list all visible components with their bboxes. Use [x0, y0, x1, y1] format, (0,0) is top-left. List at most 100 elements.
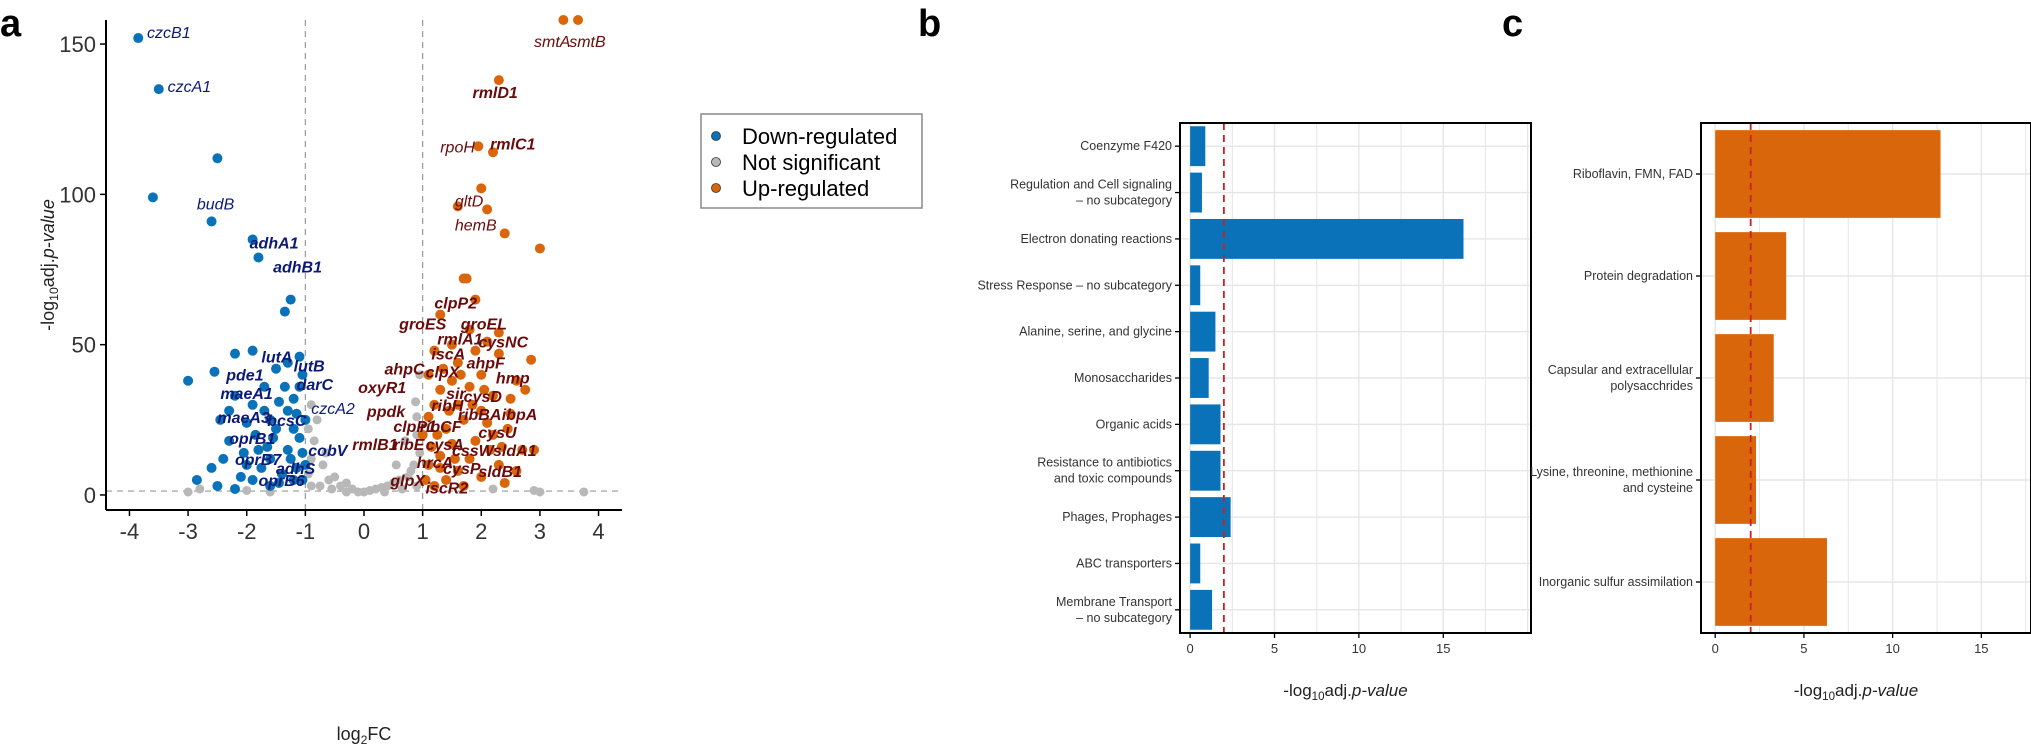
gene-label-czcA2: czcA2 — [311, 401, 355, 418]
gene-label-rmlB1: rmlB1 — [352, 437, 397, 454]
panel-b-x-axis-title-pre: -log — [1283, 681, 1311, 700]
x-tick-label-2: 2 — [475, 519, 487, 544]
gene-label-cobV: cobV — [308, 443, 348, 460]
point-down-28 — [236, 472, 246, 482]
y-axis-title-pre: -log — [38, 301, 58, 331]
point-down-55 — [218, 454, 228, 464]
panel-b-bar-1 — [1190, 173, 1202, 213]
gene-label-cssW: cssW — [452, 443, 496, 460]
x-tick-label--2: -2 — [237, 519, 257, 544]
gene-label-iscA: iscA — [431, 347, 465, 364]
point-up-8 — [500, 228, 510, 238]
legend-label-up: Up-regulated — [742, 176, 869, 201]
panel-c-category-label-0-line-0: Riboflavin, FMN, FAD — [1573, 167, 1693, 181]
panel-b-bar-10 — [1190, 590, 1212, 630]
point-ns-31 — [380, 487, 389, 496]
panel-b-category-label-10-line-0: Membrane Transport — [1056, 595, 1173, 609]
panel-b-category-label-8-line-0: Phages, Prophages — [1062, 510, 1172, 524]
point-down-2 — [212, 153, 222, 163]
gene-label-clpP2: clpP2 — [434, 296, 477, 313]
gene-label-iscR2: iscR2 — [426, 480, 469, 497]
x-axis-title: log2FC — [337, 724, 392, 746]
point-ns-34 — [579, 487, 588, 496]
legend-marker-up — [712, 184, 721, 193]
gene-label-rpoH: rpoH — [440, 139, 475, 156]
panel-b-category-label-7-line-0: Resistance to antibiotics — [1037, 456, 1172, 470]
point-down-8 — [280, 307, 290, 317]
panel-b-x-tick-label-10: 10 — [1352, 641, 1366, 656]
point-down-12 — [248, 346, 258, 356]
gene-label-adhA1: adhA1 — [250, 235, 299, 252]
point-ns-29 — [327, 484, 336, 493]
panel-b-category-label-0: Coenzyme F420 — [1080, 139, 1172, 153]
gene-label-sldA1: sldA1 — [493, 443, 537, 460]
gene-label-lutA: lutA — [261, 350, 292, 367]
point-ns-19 — [318, 460, 327, 469]
point-down-9 — [230, 349, 240, 359]
gene-label-smtA: smtA — [534, 34, 570, 51]
panel-c-category-label-2-line-0: Capsular and extracellular — [1548, 363, 1693, 377]
panel-letter-a: a — [0, 3, 22, 45]
point-ns-32 — [489, 484, 498, 493]
legend-label-down: Down-regulated — [742, 124, 897, 149]
gene-label-gltD: gltD — [455, 193, 484, 210]
point-down-38 — [248, 475, 258, 485]
point-up-28 — [435, 385, 445, 395]
gene-label-rmlD1: rmlD1 — [472, 85, 517, 102]
point-down-22 — [192, 475, 202, 485]
panel-c-category-label-4-line-0: Inorganic sulfur assimilation — [1539, 575, 1693, 589]
panel-b-category-label-3-line-0: Stress Response – no subcategory — [977, 278, 1172, 292]
point-down-10 — [209, 367, 219, 377]
point-up-2 — [494, 75, 504, 85]
y-tick-label-50: 50 — [72, 333, 96, 358]
point-down-0 — [133, 33, 143, 43]
gene-label-rmlC1: rmlC1 — [490, 136, 535, 153]
gene-label-hmp: hmp — [496, 371, 530, 388]
panel-c-category-label-3: Lysine, threonine, methionine and cystein… — [1530, 465, 1693, 495]
panel-c-category-label-3-line-0: Lysine, threonine, methionine — [1530, 465, 1693, 479]
gene-label-adhB1: adhB1 — [273, 260, 322, 277]
panel-b-bar-9 — [1190, 544, 1200, 584]
point-down-7 — [286, 295, 296, 305]
gene-label-cysU: cysU — [478, 425, 517, 442]
panel-b-category-label-5: Monosaccharides — [1074, 371, 1172, 385]
gene-label-ribBA: ribBA — [458, 407, 502, 424]
point-up-7 — [482, 204, 492, 214]
gene-label-pde1: pde1 — [225, 368, 263, 385]
point-down-19 — [274, 397, 284, 407]
x-axis-title-main: log — [337, 724, 361, 744]
panel-c-category-label-1: Protein degradation — [1584, 269, 1693, 283]
panel-letter-c: c — [1502, 3, 1523, 45]
gene-label-bcsC: bcsC — [267, 413, 307, 430]
x-tick-label--4: -4 — [120, 519, 140, 544]
panel-b-bar-2 — [1190, 219, 1463, 259]
gene-label-ribE: ribE — [393, 437, 425, 454]
gene-label-smtB: smtB — [569, 34, 606, 51]
point-ns-30 — [342, 487, 351, 496]
x-tick-label--3: -3 — [178, 519, 198, 544]
point-down-25 — [295, 433, 305, 443]
point-up-1 — [573, 15, 583, 25]
legend-marker-down — [712, 132, 721, 141]
x-tick-label-3: 3 — [534, 519, 546, 544]
gene-label-ibpA: ibpA — [502, 407, 538, 424]
point-ns-43 — [411, 397, 420, 406]
panel-b-bar-5 — [1190, 358, 1209, 398]
point-up-5 — [476, 183, 486, 193]
panel-c-x-tick-label-15: 15 — [1974, 641, 1988, 656]
panel-c-category-label-4: Inorganic sulfur assimilation — [1539, 575, 1693, 589]
point-down-39 — [289, 394, 299, 404]
gene-label-oxyR1: oxyR1 — [358, 380, 406, 397]
legend-label-ns: Not significant — [742, 150, 880, 175]
gene-label-sldB1: sldB1 — [478, 464, 522, 481]
panel-b-x-tick-label-0: 0 — [1187, 641, 1194, 656]
point-down-46 — [230, 484, 240, 494]
gene-label-clpX: clpX — [426, 365, 461, 382]
point-down-43 — [283, 445, 293, 455]
y-tick-label-0: 0 — [84, 483, 96, 508]
gene-label-ribCF: ribCF — [420, 419, 463, 436]
point-down-11 — [183, 376, 193, 386]
panel-b-category-label-9-line-0: ABC transporters — [1076, 556, 1172, 570]
x-tick-label--1: -1 — [296, 519, 316, 544]
point-ns-21 — [342, 478, 351, 487]
